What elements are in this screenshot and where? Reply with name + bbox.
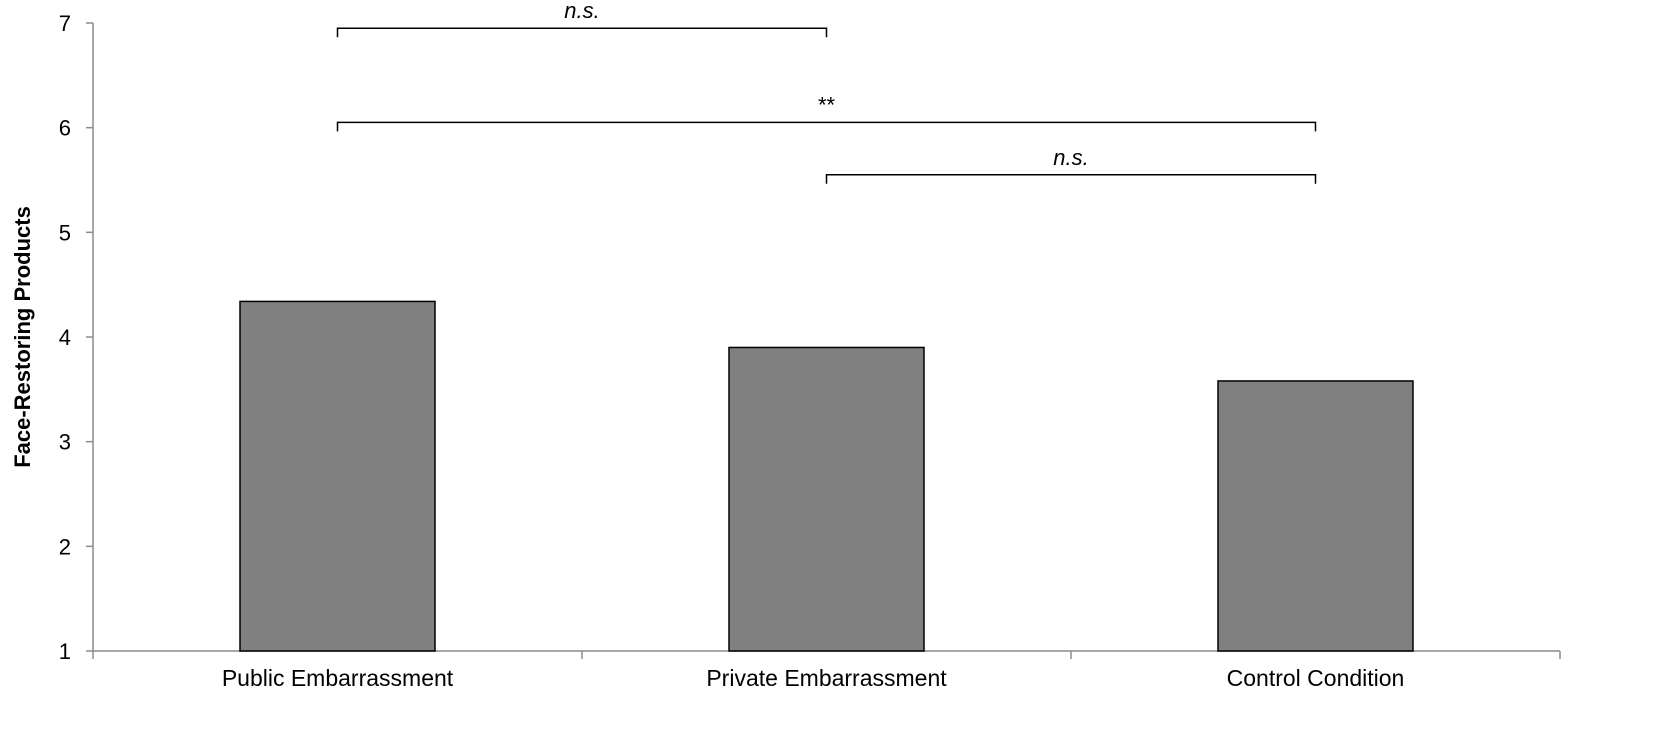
y-tick-label: 1 [59, 639, 71, 664]
y-tick-label: 3 [59, 430, 71, 455]
significance-annotations: n.s. ** n.s. [336, 0, 1317, 184]
bar [239, 300, 436, 652]
bars-group [239, 300, 1414, 652]
significance-bracket [336, 27, 828, 38]
significance-bracket [336, 121, 1317, 132]
significance-label: ** [818, 92, 836, 117]
significance-bracket [825, 174, 1317, 184]
y-tick-label: 4 [59, 325, 71, 350]
y-tick-label: 7 [59, 11, 71, 36]
x-category-label: Control Condition [1227, 665, 1405, 691]
x-category-label: Public Embarrassment [222, 665, 454, 691]
y-tick-label: 2 [59, 534, 71, 559]
y-tick-label: 5 [59, 220, 71, 245]
x-ticks-group: Public Embarrassment Private Embarrassmen… [92, 651, 1561, 691]
y-tick-label: 6 [59, 116, 71, 141]
bar [1217, 380, 1414, 652]
x-category-label: Private Embarrassment [706, 665, 947, 691]
y-ticks-group: 1 2 3 4 5 6 7 [59, 11, 93, 664]
y-axis-label: Face-Restoring Products [10, 206, 35, 468]
significance-label: n.s. [564, 0, 599, 23]
bar [728, 346, 925, 652]
significance-label: n.s. [1053, 145, 1088, 170]
